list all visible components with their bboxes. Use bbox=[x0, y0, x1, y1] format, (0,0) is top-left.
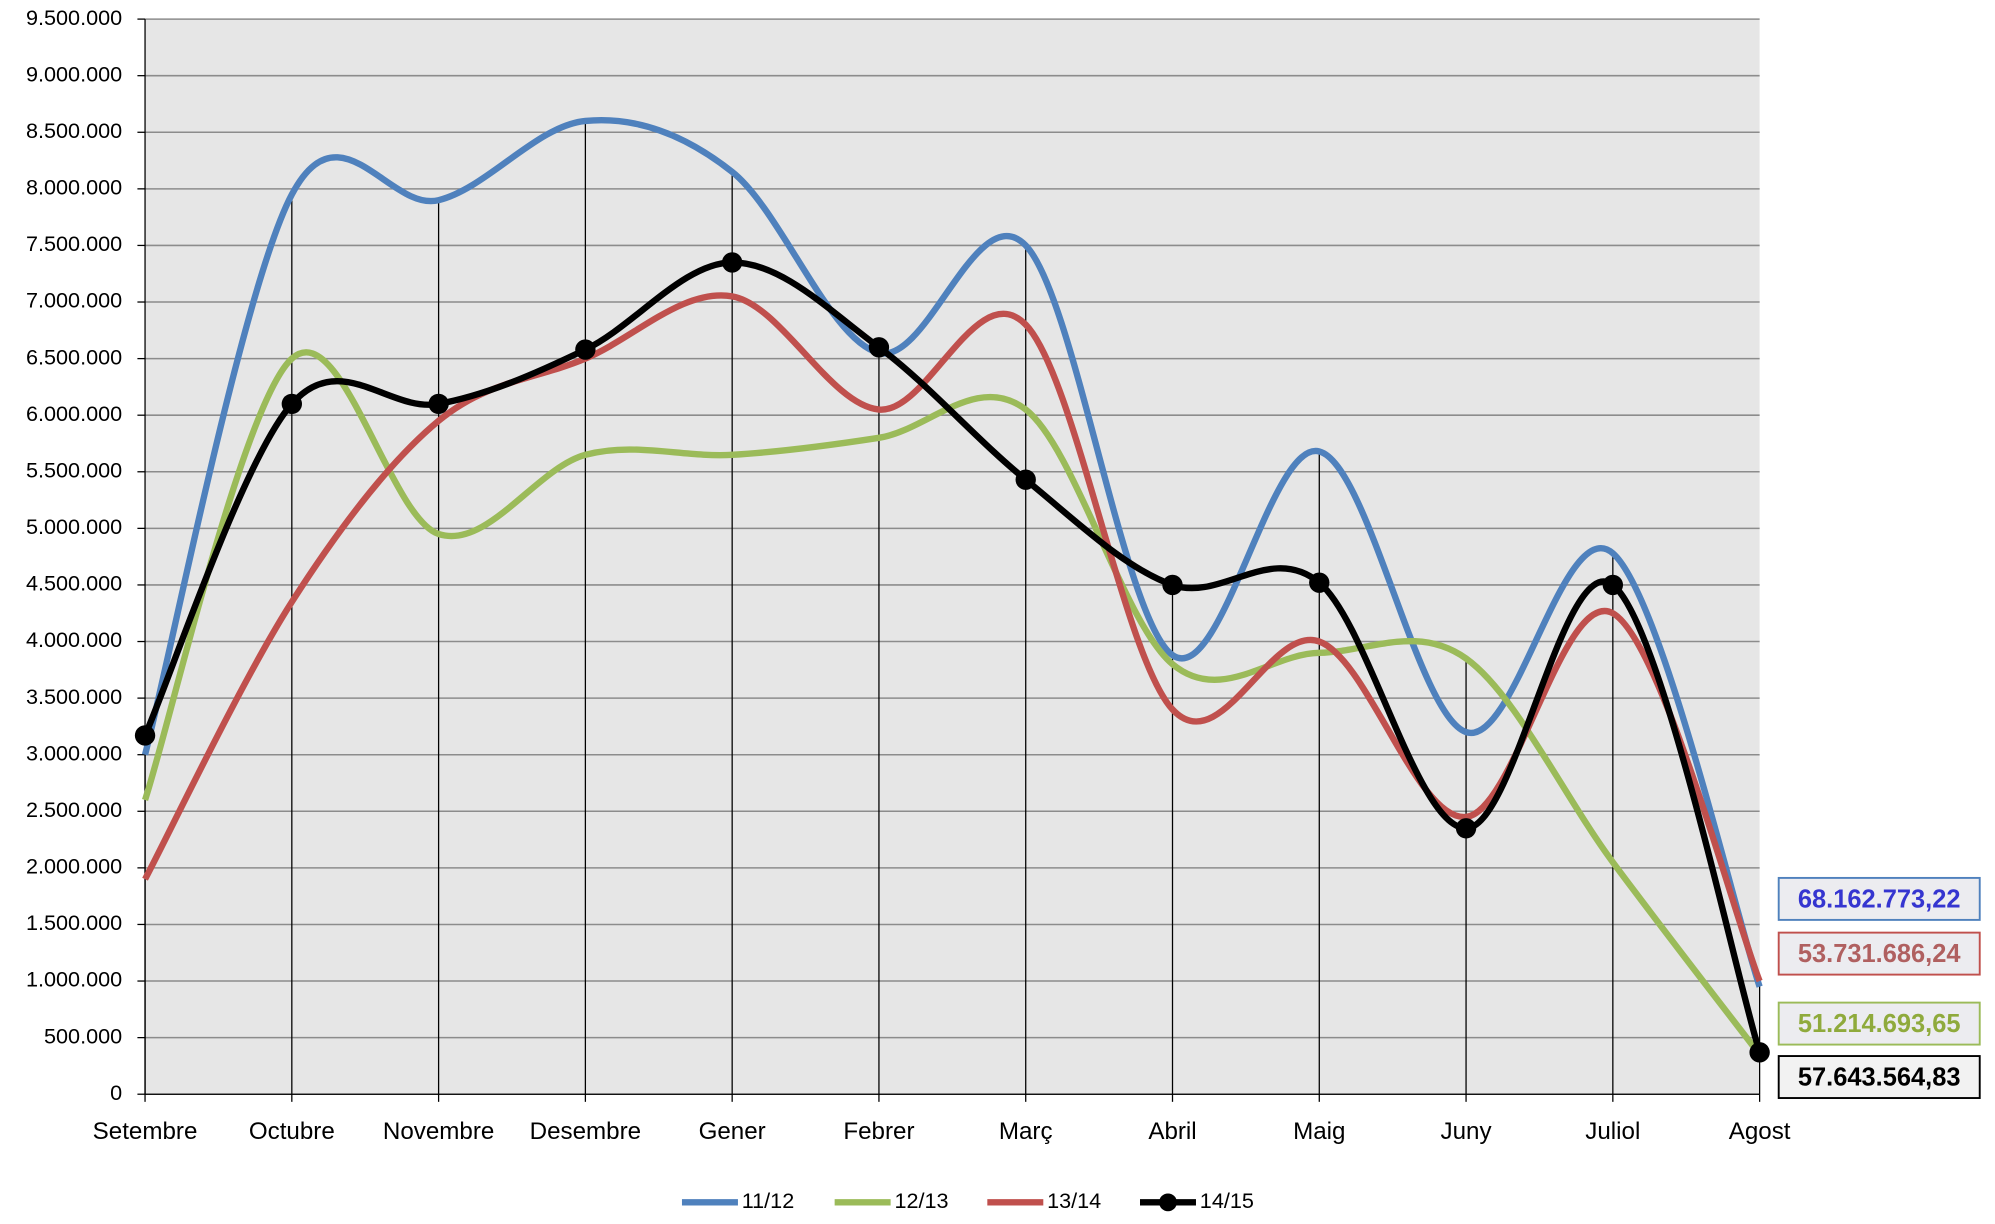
x-tick-label: Octubre bbox=[249, 1118, 335, 1145]
x-tick-label: Maig bbox=[1293, 1118, 1345, 1145]
series-line bbox=[142, 349, 1763, 1057]
total-box bbox=[1777, 1055, 1981, 1099]
marker bbox=[1309, 572, 1330, 593]
legend-label: 13/14 bbox=[1047, 1188, 1101, 1213]
y-tick-label: 1.500.000 bbox=[26, 910, 122, 935]
y-tick-label: 6.500.000 bbox=[26, 344, 122, 369]
y-tick-label: 5.000.000 bbox=[26, 514, 122, 539]
y-tick-label: 0 bbox=[110, 1080, 122, 1105]
marker bbox=[1749, 1042, 1770, 1063]
y-tick-label: 2.000.000 bbox=[26, 854, 122, 879]
legend-label: 14/15 bbox=[1200, 1188, 1254, 1213]
y-tick-label: 9.000.000 bbox=[26, 61, 122, 86]
total-box bbox=[1777, 931, 1981, 976]
x-tick-label: Desembre bbox=[530, 1118, 641, 1145]
x-tick-label: Juny bbox=[1441, 1118, 1493, 1145]
x-tick-label: Setembre bbox=[93, 1118, 198, 1145]
total-label: 57.643.564,83 bbox=[1798, 1064, 1961, 1092]
x-tick-label: Abril bbox=[1148, 1118, 1196, 1145]
marker bbox=[281, 393, 303, 415]
y-tick-label: 8.000.000 bbox=[26, 175, 122, 200]
y-tick-label: 4.000.000 bbox=[26, 627, 122, 652]
total-label: 68.162.773,22 bbox=[1798, 886, 1961, 914]
y-tick-label: 7.500.000 bbox=[26, 231, 122, 256]
x-tick-label: Gener bbox=[699, 1118, 766, 1145]
y-tick-label: 9.500.000 bbox=[26, 5, 122, 30]
total-box bbox=[1777, 1001, 1981, 1046]
marker bbox=[1455, 818, 1477, 839]
y-tick-label: 7.000.000 bbox=[26, 288, 122, 313]
marker bbox=[1162, 574, 1183, 596]
marker bbox=[868, 337, 890, 358]
y-tick-label: 8.500.000 bbox=[26, 118, 122, 143]
x-tick-label: Novembre bbox=[383, 1118, 494, 1145]
legend-label: 11/12 bbox=[742, 1188, 794, 1213]
y-tick-label: 2.500.000 bbox=[26, 797, 122, 822]
marker bbox=[134, 725, 156, 746]
marker bbox=[721, 252, 743, 273]
y-tick-label: 1.000.000 bbox=[26, 967, 122, 992]
total-label: 51.214.693,65 bbox=[1798, 1010, 1961, 1038]
series-line bbox=[141, 117, 1763, 988]
y-tick-label: 3.000.000 bbox=[26, 740, 122, 765]
marker bbox=[575, 339, 596, 360]
y-tick-label: 500.000 bbox=[44, 1023, 122, 1048]
x-tick-label: Juliol bbox=[1585, 1118, 1640, 1145]
marker bbox=[428, 393, 449, 415]
x-tick-label: Febrer bbox=[843, 1118, 914, 1145]
y-tick-label: 5.500.000 bbox=[26, 457, 122, 482]
x-tick-label: Agost bbox=[1729, 1118, 1791, 1145]
total-label: 53.731.686,24 bbox=[1798, 940, 1962, 968]
series-line bbox=[142, 259, 1763, 1054]
y-tick-label: 6.000.000 bbox=[26, 401, 122, 426]
legend-marker bbox=[1159, 1193, 1177, 1212]
y-tick-label: 3.500.000 bbox=[26, 684, 122, 709]
x-tick-label: Març bbox=[999, 1118, 1053, 1145]
legend-label: 12/13 bbox=[894, 1188, 948, 1213]
marker bbox=[1015, 469, 1036, 490]
total-box bbox=[1777, 876, 1981, 921]
marker bbox=[1602, 574, 1624, 596]
y-tick-label: 4.500.000 bbox=[26, 571, 122, 596]
